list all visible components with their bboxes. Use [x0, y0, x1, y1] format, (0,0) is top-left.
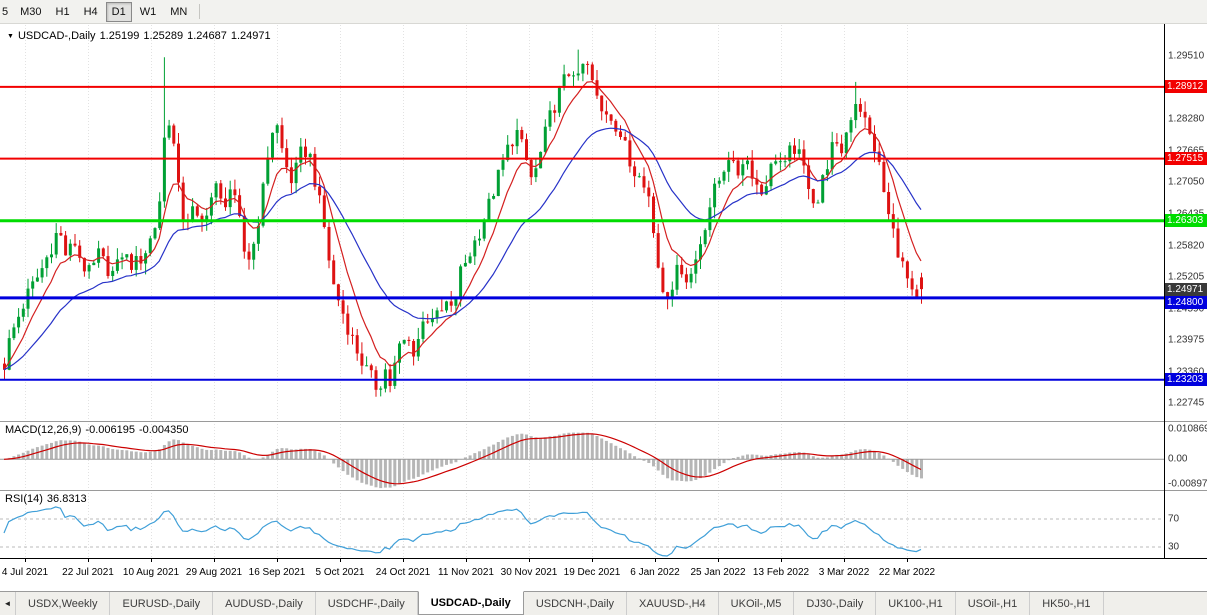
- price-axis-label: 1.27050: [1168, 176, 1205, 188]
- date-label: 16 Sep 2021: [248, 567, 306, 578]
- macd-axis-label: -0.008974: [1168, 478, 1207, 490]
- price-axis-label: 1.25820: [1168, 240, 1205, 252]
- chart-dropdown-icon[interactable]: ▼: [7, 33, 14, 40]
- price-axis-label: 1.25205: [1168, 271, 1205, 283]
- tab-hk50-h1[interactable]: HK50-,H1: [1030, 592, 1104, 615]
- date-label: 22 Mar 2022: [878, 567, 936, 578]
- ohlc-close: 1.24971: [230, 30, 271, 42]
- price-axis-label: 1.23975: [1168, 334, 1205, 346]
- tab-uk100-h1[interactable]: UK100-,H1: [876, 592, 956, 615]
- date-label: 3 Mar 2022: [818, 567, 870, 578]
- period-button-h1[interactable]: H1: [55, 5, 70, 18]
- tab-dj30-daily[interactable]: DJ30-,Daily: [794, 592, 877, 615]
- tab-xauusd-h4[interactable]: XAUUSD-,H4: [627, 592, 719, 615]
- ohlc-open: 1.25199: [99, 30, 140, 42]
- toolbar-separator: [199, 4, 201, 19]
- date-label: 11 Nov 2021: [438, 567, 494, 578]
- macd-value: -0.006195: [85, 424, 135, 436]
- price-axis-label: 1.22745: [1168, 397, 1205, 409]
- candles-layer: [3, 49, 923, 397]
- symbol-tab-bar: ◄ USDX,Weekly EURUSD-,Daily AUDUSD-,Daily U…: [0, 591, 1207, 615]
- date-label: 13 Feb 2022: [752, 567, 810, 578]
- macd-layer: [0, 432, 1164, 489]
- price-level-badge: 1.26303: [1165, 214, 1207, 228]
- period-button-m30[interactable]: M30: [20, 5, 42, 18]
- price-level-badge: 1.23203: [1165, 373, 1207, 387]
- date-label: 29 Aug 2021: [185, 567, 243, 578]
- date-label: 25 Jan 2022: [690, 567, 746, 578]
- timeframe-buttons: 5 M30 H1 H4 D1 W1 MN: [0, 0, 194, 23]
- period-button-5[interactable]: 5: [2, 5, 9, 18]
- macd-axis-label: 0.010869: [1168, 423, 1207, 435]
- tab-usdchf-daily[interactable]: USDCHF-,Daily: [316, 592, 418, 615]
- ohlc-low: 1.24687: [187, 30, 227, 42]
- price-axis-label: 1.29510: [1168, 50, 1205, 62]
- ohlc-high: 1.25289: [143, 30, 184, 42]
- timeframe-toolbar: 5 M30 H1 H4 D1 W1 MN: [0, 0, 1207, 24]
- chart-title: USDCAD-,Daily: [17, 30, 96, 42]
- macd-axis-label: 0.00: [1168, 453, 1188, 465]
- price-axis-label: 1.23360: [1168, 366, 1205, 378]
- period-button-w1[interactable]: W1: [139, 5, 157, 18]
- period-button-h4[interactable]: H4: [83, 5, 98, 18]
- price-axis-label: 1.26435: [1168, 209, 1204, 220]
- price-axis-label: 1.24590: [1168, 303, 1205, 315]
- date-label: 30 Nov 2021: [500, 567, 558, 578]
- price-level-badge: 1.28912: [1165, 80, 1207, 94]
- macd-name: MACD(12,26,9): [5, 424, 82, 436]
- period-button-mn[interactable]: MN: [170, 5, 188, 18]
- current-price-badge: 1.24971: [1165, 282, 1207, 296]
- macd-indicator-label: MACD(12,26,9) -0.006195 -0.004350: [5, 424, 193, 436]
- level-lines-layer: [0, 85, 1164, 381]
- date-label: 5 Oct 2021: [315, 567, 365, 578]
- tab-usdcad-daily[interactable]: USDCAD-,Daily: [417, 591, 524, 615]
- price-level-badge: 1.27515: [1165, 152, 1207, 166]
- price-level-badge: 1.24800: [1165, 295, 1207, 309]
- price-axis-label: 1.28280: [1168, 113, 1205, 125]
- ma-layer: [3, 81, 922, 371]
- rsi-name: RSI(14): [5, 493, 43, 505]
- macd-signal-value: -0.004350: [138, 424, 189, 436]
- rsi-axis-label: 70: [1168, 513, 1180, 525]
- date-label: 4 Jul 2021: [1, 567, 49, 578]
- rsi-axis-label: 30: [1168, 541, 1180, 553]
- date-label: 22 Jul 2021: [62, 567, 114, 578]
- tab-scroll-left-icon[interactable]: ◄: [0, 592, 16, 615]
- date-label: 19 Dec 2021: [563, 567, 621, 578]
- tab-usoil-h1[interactable]: USOil-,H1: [956, 592, 1031, 615]
- tab-audusd-daily[interactable]: AUDUSD-,Daily: [213, 592, 316, 615]
- date-label: 6 Jan 2022: [630, 567, 680, 578]
- rsi-indicator-label: RSI(14) 36.8313: [5, 493, 91, 505]
- rsi-value: 36.8313: [46, 493, 87, 505]
- tab-usdcnh-daily[interactable]: USDCNH-,Daily: [524, 592, 628, 615]
- rsi-layer: [0, 506, 1164, 557]
- price-axis-label: 1.27665: [1168, 145, 1205, 157]
- tab-ukoil-m5[interactable]: UKOil-,M5: [719, 592, 795, 615]
- chart-header: ▼ USDCAD-,Daily 1.25199 1.25289 1.24687 1.249…: [7, 30, 275, 42]
- date-label: 24 Oct 2021: [375, 567, 431, 578]
- period-button-d1[interactable]: D1: [105, 1, 132, 22]
- date-label: 10 Aug 2021: [122, 567, 180, 578]
- tab-eurusd-daily[interactable]: EURUSD-,Daily: [110, 592, 214, 615]
- tab-usdx-weekly[interactable]: USDX,Weekly: [16, 592, 111, 615]
